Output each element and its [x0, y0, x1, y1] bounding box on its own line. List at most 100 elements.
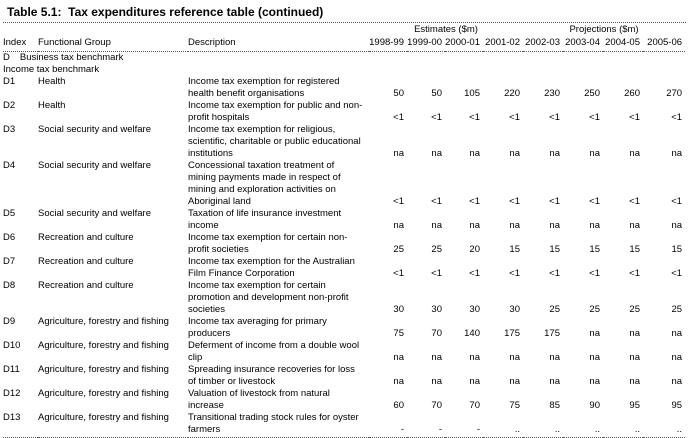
row-functional-group: Agriculture, forestry and fishing — [38, 340, 169, 351]
row-value: 220 — [504, 88, 520, 99]
row-value: 15 — [549, 244, 560, 255]
row-value: na — [431, 352, 442, 363]
row-value: <1 — [393, 196, 404, 207]
row-value: 25 — [549, 304, 560, 315]
row-index: D11 — [3, 364, 20, 375]
column-header-year: 1999-00 — [407, 36, 445, 52]
row-index: D1 — [3, 76, 16, 87]
row-value: na — [671, 352, 683, 363]
row-value: 30 — [431, 304, 442, 315]
projections-group-header: Projections ($m) — [569, 24, 639, 35]
row-value: 75 — [393, 328, 404, 339]
row-value: 15 — [509, 244, 520, 255]
row-value: 30 — [469, 304, 480, 315]
row-value: 25 — [589, 304, 600, 315]
column-header-year: 2004-05 — [603, 36, 643, 52]
row-value: 85 — [549, 400, 560, 411]
row-value: <1 — [509, 196, 520, 207]
row-functional-group: Agriculture, forestry and fishing — [38, 412, 188, 438]
row-value: na — [629, 220, 640, 231]
row-value: 30 — [509, 304, 520, 315]
row-value: <1 — [671, 112, 683, 123]
row-value: na — [431, 376, 442, 387]
row-functional-group: Recreation and culture — [38, 256, 134, 267]
row-description: Income tax exemption for certain non-pro… — [188, 232, 348, 255]
row-functional-group: Agriculture, forestry and fishing — [38, 316, 169, 327]
row-value: na — [671, 376, 683, 387]
row-value: .. — [483, 412, 523, 438]
table-title: Table 5.1: Tax expenditures reference ta… — [3, 2, 686, 23]
row-value: 90 — [589, 400, 600, 411]
table-body: D Business tax benchmark Income tax benchm… — [3, 52, 686, 438]
row-value: 260 — [624, 88, 640, 99]
row-value: 95 — [671, 400, 683, 411]
row-functional-group: Social security and welfare — [38, 208, 151, 219]
row-value: na — [549, 148, 560, 159]
row-value: na — [469, 220, 480, 231]
table-row: D8 Recreation and culture Income tax exemp… — [3, 280, 685, 316]
row-value: <1 — [393, 268, 404, 279]
row-value: <1 — [469, 196, 480, 207]
row-value: 25 — [671, 304, 683, 315]
row-value: - — [407, 412, 445, 438]
row-index: D5 — [3, 208, 16, 219]
row-value: na — [629, 376, 640, 387]
row-functional-group: Social security and welfare — [38, 124, 151, 135]
row-value: 140 — [464, 328, 480, 339]
row-value: 30 — [393, 304, 404, 315]
row-value: <1 — [671, 196, 683, 207]
table-header: Estimates ($m) Projections ($m) Index Fu… — [3, 23, 686, 52]
table-row: D5 Social security and welfare Taxation of… — [3, 208, 685, 232]
row-description: Deferment of income from a double wool c… — [188, 340, 360, 363]
row-index: D4 — [3, 160, 16, 171]
benchmark-section-row: D Business tax benchmark — [3, 52, 685, 65]
row-value: <1 — [629, 196, 640, 207]
row-index: D9 — [3, 316, 16, 327]
row-value: na — [393, 352, 404, 363]
row-value: 15 — [589, 244, 600, 255]
column-header-description: Description — [188, 36, 369, 52]
section-index: D — [3, 52, 10, 63]
row-value: <1 — [629, 268, 640, 279]
row-value: .. — [603, 412, 643, 438]
row-value: 250 — [584, 88, 600, 99]
column-header-year: 1998-99 — [369, 36, 407, 52]
row-value: na — [549, 220, 560, 231]
row-index: D12 — [3, 388, 21, 399]
row-description: Taxation of life insurance investment in… — [188, 208, 342, 231]
table-row: D13 Agriculture, forestry and fishing Tran… — [3, 412, 686, 438]
row-value: na — [629, 148, 640, 159]
column-header-year: 2003-04 — [563, 36, 603, 52]
row-functional-group: Health — [38, 100, 66, 111]
section-label: Business tax benchmark — [19, 52, 124, 63]
row-value: na — [629, 328, 640, 339]
column-header-year: 2000-01 — [445, 36, 483, 52]
row-value: <1 — [431, 196, 442, 207]
row-value: na — [629, 352, 640, 363]
row-value: na — [671, 148, 683, 159]
row-value: <1 — [589, 196, 600, 207]
row-index: D2 — [3, 100, 16, 111]
column-header-group: Functional Group — [38, 36, 188, 52]
row-value: na — [589, 328, 600, 339]
row-description: Income tax exemption for public and non-… — [188, 100, 363, 123]
row-value: <1 — [549, 112, 560, 123]
column-header-row: Index Functional Group Description 1998-… — [3, 36, 686, 52]
row-value: na — [589, 220, 600, 231]
row-description: Income tax exemption for religious, scie… — [188, 124, 361, 159]
row-value: na — [671, 220, 683, 231]
row-index: D8 — [3, 280, 16, 291]
row-value: na — [671, 328, 683, 339]
row-description: Income tax exemption for the Australian … — [188, 256, 355, 279]
benchmark-section-cell: D Business tax benchmark — [3, 52, 685, 65]
table-row: D1 Health Income tax exemption for registe… — [3, 76, 685, 100]
row-index: D13 — [3, 412, 38, 438]
row-description: Valuation of livestock from natural incr… — [188, 388, 330, 411]
row-value: 20 — [469, 244, 480, 255]
benchmark-section-row: Income tax benchmark — [3, 64, 685, 76]
row-value: <1 — [469, 268, 480, 279]
table-row: D12 Agriculture, forestry and fishing Valu… — [3, 388, 685, 412]
table-row: D9 Agriculture, forestry and fishing Incom… — [3, 316, 685, 340]
row-value: na — [509, 376, 520, 387]
row-value: <1 — [549, 196, 560, 207]
